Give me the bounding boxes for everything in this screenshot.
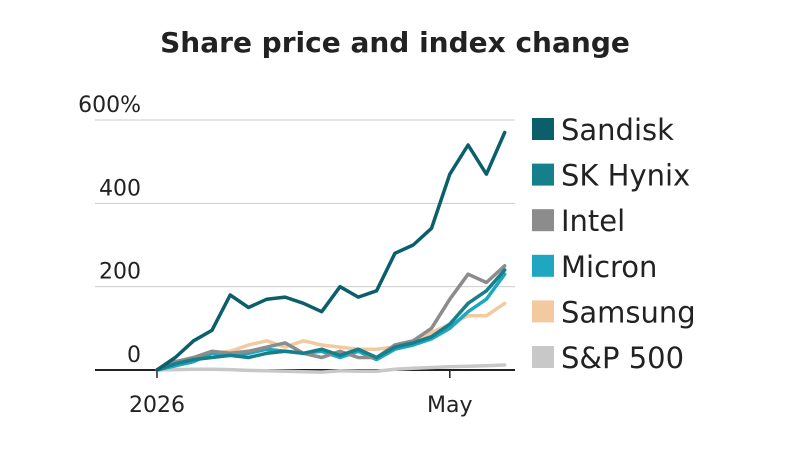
series-line <box>155 363 507 374</box>
legend-label: Samsung <box>561 295 696 329</box>
series-line <box>155 301 507 372</box>
legend-label: Micron <box>561 250 657 284</box>
series-line <box>155 130 507 372</box>
legend-swatch <box>532 209 554 232</box>
legend-swatch <box>532 254 554 277</box>
legend-label: SK Hynix <box>561 159 690 193</box>
x-tick-label: May <box>427 393 472 418</box>
y-tick-label: 600% <box>78 93 141 118</box>
legend-label: Sandisk <box>561 113 674 147</box>
legend-swatch <box>532 300 554 323</box>
legend-label: S&P 500 <box>561 341 684 375</box>
series-line <box>155 268 507 372</box>
chart-title: Share price and index change <box>160 26 630 59</box>
y-tick-label: 400 <box>99 176 141 201</box>
y-tick-label: 0 <box>127 343 141 368</box>
legend-swatch <box>532 346 554 368</box>
series-line <box>155 264 507 372</box>
x-tick-label: 2026 <box>129 393 185 418</box>
y-tick-label: 200 <box>99 260 141 285</box>
legend-label: Intel <box>561 204 625 238</box>
legend-swatch <box>532 163 554 186</box>
legend-swatch <box>532 118 554 140</box>
